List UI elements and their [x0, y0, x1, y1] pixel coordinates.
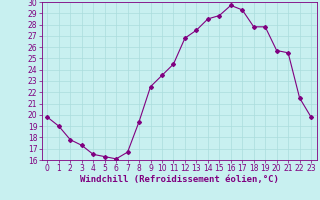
X-axis label: Windchill (Refroidissement éolien,°C): Windchill (Refroidissement éolien,°C) [80, 175, 279, 184]
